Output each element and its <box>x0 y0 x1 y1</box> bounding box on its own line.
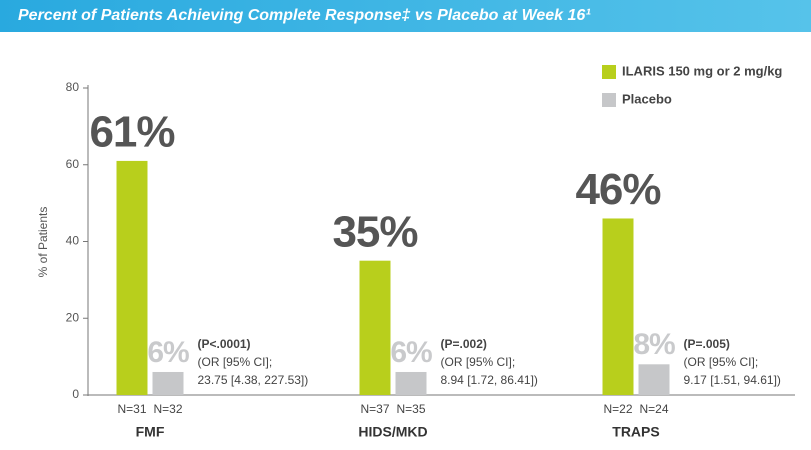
x-tick-label: HIDS/MKD <box>358 424 427 440</box>
value-label: 35% <box>332 207 417 256</box>
value-label: 61% <box>89 108 174 157</box>
annotation: 23.75 [4.38, 227.53]) <box>198 373 309 387</box>
x-tick-label: FMF <box>136 424 165 440</box>
bar <box>116 160 148 395</box>
legend-swatch <box>602 65 616 79</box>
legend-label: ILARIS 150 mg or 2 mg/kg <box>622 63 782 78</box>
annotation: (OR [95% CI]; <box>441 355 516 369</box>
n-label: N=22 <box>603 402 632 416</box>
y-tick-label: 40 <box>66 234 80 248</box>
bar <box>602 218 634 395</box>
annotation: (OR [95% CI]; <box>684 355 759 369</box>
y-tick-label: 60 <box>66 157 80 171</box>
chart-title: Percent of Patients Achieving Complete R… <box>18 7 591 24</box>
bar <box>359 260 391 395</box>
legend-swatch <box>602 93 616 107</box>
annotation: (P<.0001) <box>198 337 251 351</box>
value-label: 6% <box>390 336 432 369</box>
value-label: 46% <box>575 165 660 214</box>
bar <box>152 371 184 395</box>
y-axis-label: % of Patients <box>36 207 50 278</box>
x-tick-label: TRAPS <box>612 424 659 440</box>
annotation: (OR [95% CI]; <box>198 355 273 369</box>
annotation: 9.17 [1.51, 94.61]) <box>684 373 781 387</box>
value-label: 6% <box>147 336 189 369</box>
legend-label: Placebo <box>622 91 672 106</box>
n-label: N=37 <box>360 402 389 416</box>
annotation: 8.94 [1.72, 86.41]) <box>441 373 538 387</box>
n-label: N=24 <box>639 402 668 416</box>
n-label: N=35 <box>396 402 425 416</box>
bar <box>395 371 427 395</box>
title-banner <box>0 0 811 32</box>
y-tick-label: 0 <box>72 387 79 401</box>
annotation: (P=.005) <box>684 337 730 351</box>
y-tick-label: 80 <box>66 80 80 94</box>
bar <box>638 364 670 395</box>
value-label: 8% <box>633 328 675 361</box>
n-label: N=31 <box>117 402 146 416</box>
n-label: N=32 <box>153 402 182 416</box>
annotation: (P=.002) <box>441 337 487 351</box>
y-tick-label: 20 <box>66 310 80 324</box>
